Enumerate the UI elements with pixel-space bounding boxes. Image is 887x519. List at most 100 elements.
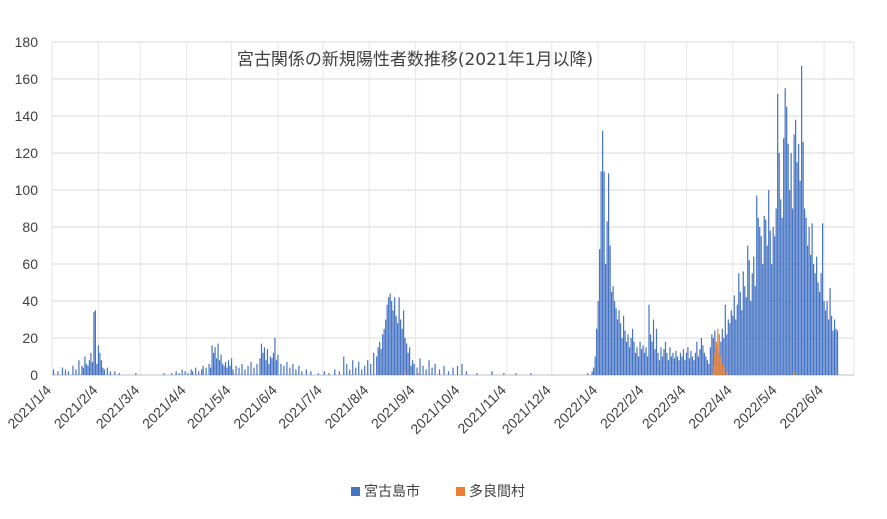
x-tick-label: 2022/1/4	[550, 382, 600, 432]
bar	[265, 360, 267, 375]
bar	[596, 328, 598, 375]
bar	[793, 134, 795, 375]
bar	[400, 319, 402, 375]
bar	[760, 236, 762, 375]
bar	[615, 308, 617, 375]
bar	[358, 362, 360, 375]
bar	[218, 360, 221, 375]
bar	[817, 282, 819, 375]
bar	[406, 343, 408, 375]
y-tick-label: 120	[15, 145, 39, 161]
bar	[639, 341, 641, 375]
bar	[235, 365, 237, 375]
y-axis-tick-labels: 0 20 40 60 80 100 120 140 160 180	[15, 34, 39, 383]
bar	[275, 360, 278, 375]
bar	[401, 328, 403, 375]
bar	[631, 328, 634, 375]
y-tick-label: 180	[15, 34, 39, 50]
bar	[268, 363, 270, 375]
bar	[815, 256, 818, 375]
bar	[679, 352, 682, 375]
bar	[818, 291, 821, 375]
bar	[826, 301, 828, 375]
bar	[84, 356, 86, 375]
bar	[807, 245, 809, 375]
bar	[688, 358, 691, 375]
bar	[723, 367, 725, 375]
bar	[654, 349, 656, 375]
bar	[676, 356, 679, 375]
bar	[379, 341, 381, 375]
bar	[745, 297, 747, 375]
x-tick-label: 2021/4/4	[139, 382, 189, 432]
bar	[419, 358, 421, 375]
bar	[274, 338, 276, 375]
x-tick-label: 2021/8/4	[321, 382, 371, 432]
bar	[380, 349, 382, 375]
bar	[687, 347, 689, 375]
bar	[738, 273, 740, 375]
bar	[373, 352, 375, 375]
bar	[434, 363, 436, 375]
x-tick-label: 2022/5/4	[730, 382, 780, 432]
bar	[672, 352, 674, 375]
bar	[627, 334, 629, 375]
bar	[594, 356, 596, 375]
bar	[739, 291, 741, 375]
bar	[220, 354, 222, 375]
bar	[376, 356, 378, 375]
bar	[417, 373, 420, 375]
legend-label-tarama: 多良間村	[469, 483, 525, 500]
bar	[515, 373, 517, 375]
bar	[241, 363, 243, 375]
bar	[349, 369, 351, 375]
bar	[187, 373, 189, 375]
bar	[597, 301, 599, 375]
bar	[404, 338, 406, 375]
bar	[223, 365, 225, 375]
bar	[729, 323, 731, 375]
bar	[783, 138, 785, 375]
legend-label-miyakojima: 宮古島市	[364, 483, 420, 500]
bar	[407, 352, 409, 375]
bar	[135, 373, 137, 375]
bar	[413, 363, 415, 375]
bar	[389, 293, 391, 375]
bar	[790, 153, 792, 375]
x-tick-label: 2021/7/4	[275, 382, 325, 432]
bar	[754, 286, 756, 375]
bar	[820, 273, 822, 375]
bar	[612, 286, 614, 375]
bar	[787, 143, 789, 375]
bar	[250, 362, 252, 375]
bar	[431, 367, 433, 375]
bar	[352, 360, 354, 375]
bar	[808, 227, 810, 375]
bar	[649, 334, 652, 375]
bar	[386, 304, 388, 375]
bar	[93, 312, 95, 375]
bar	[712, 365, 714, 375]
bar	[171, 373, 173, 375]
bar	[777, 93, 779, 376]
bar	[663, 349, 665, 375]
legend-swatch-tarama	[456, 487, 465, 496]
bar	[599, 249, 601, 375]
bar	[801, 66, 803, 376]
bar	[334, 369, 336, 375]
bar	[301, 371, 303, 375]
bar	[778, 153, 780, 375]
bar	[394, 297, 396, 375]
bar	[370, 363, 372, 375]
bar	[616, 319, 619, 375]
bar	[364, 365, 366, 375]
bar	[205, 367, 207, 375]
bar	[832, 330, 834, 375]
bar	[744, 286, 746, 375]
bar	[587, 373, 589, 375]
bar	[681, 356, 683, 375]
bar	[383, 328, 385, 375]
bar	[338, 371, 340, 375]
bar	[114, 371, 116, 375]
bar	[645, 347, 647, 375]
